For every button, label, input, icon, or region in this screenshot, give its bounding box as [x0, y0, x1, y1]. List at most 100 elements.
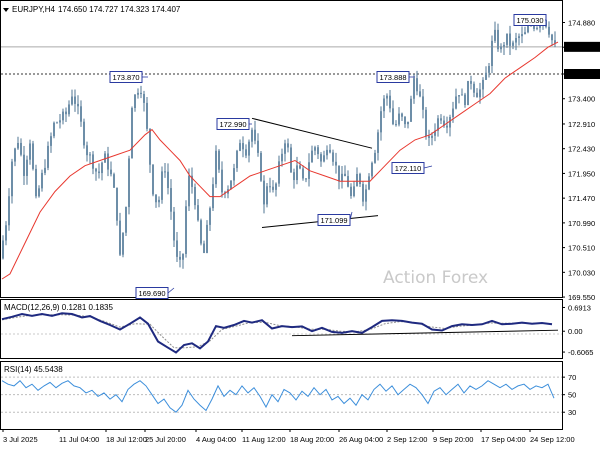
candle-body: [377, 132, 379, 153]
candle-body: [233, 168, 235, 181]
candle: [461, 88, 463, 96]
y-tick-label: 173.880: [568, 70, 595, 79]
y-tick-label: 170.990: [568, 219, 595, 228]
rsi-y-tick-label: 30: [568, 408, 576, 417]
candle: [65, 107, 67, 123]
candle-body: [98, 171, 100, 174]
candle: [161, 166, 163, 204]
candle-body: [230, 180, 232, 190]
candle: [47, 141, 49, 171]
candle: [299, 161, 301, 170]
candle-body: [257, 140, 259, 153]
price-level-value: 173.880: [566, 70, 593, 79]
candle: [185, 200, 187, 258]
candle: [218, 149, 220, 173]
candle-body: [209, 208, 211, 225]
candle-body: [497, 29, 499, 50]
candle-body: [110, 169, 112, 175]
candle-body: [41, 172, 43, 189]
candle: [86, 141, 88, 162]
candle-body: [509, 33, 511, 46]
rsi-label: RSI(14) 45.5438: [4, 365, 63, 374]
candle-body: [176, 240, 178, 257]
dropdown-triangle-icon[interactable]: [3, 8, 9, 12]
x-tick-label: 17 Sep 04:00: [481, 435, 526, 444]
candle-body: [518, 36, 520, 39]
candle-body: [389, 95, 391, 109]
candle: [365, 184, 367, 211]
candle: [389, 89, 391, 113]
candle: [521, 26, 523, 44]
symbol-header: EURJPY,H4 174.650 174.727 174.323 174.40…: [3, 5, 181, 14]
candle: [8, 188, 10, 231]
candle: [512, 40, 514, 50]
candle-body: [395, 124, 397, 126]
candle-body: [143, 93, 145, 103]
candle: [392, 100, 394, 126]
candle-body: [500, 46, 502, 50]
candle: [167, 163, 169, 195]
candle-body: [374, 152, 376, 163]
candle-body: [554, 40, 556, 44]
candle-body: [239, 143, 241, 151]
candle: [29, 139, 31, 165]
candle: [20, 138, 22, 157]
candle: [203, 240, 205, 254]
candle: [536, 26, 538, 31]
candle-body: [536, 27, 538, 29]
candle-body: [35, 168, 37, 197]
candle-body: [128, 158, 130, 208]
candle: [242, 136, 244, 158]
macd-y-tick-label: 0.00: [568, 327, 583, 336]
candle: [119, 212, 121, 257]
candle-body: [155, 194, 157, 203]
price-level-tag-bg: [564, 69, 600, 79]
candle: [194, 183, 196, 210]
candle-body: [392, 108, 394, 125]
candle-body: [32, 143, 34, 169]
candle-body: [314, 147, 316, 151]
candle-body: [350, 186, 352, 196]
candle-body: [218, 150, 220, 170]
candle-body: [125, 207, 127, 233]
candle: [305, 177, 307, 183]
candle-body: [452, 108, 454, 118]
candle-body: [425, 109, 427, 137]
candle-body: [398, 113, 400, 125]
x-tick-label: 25 Jul 20:00: [145, 435, 186, 444]
candle-body: [515, 38, 517, 43]
candle-body: [368, 176, 370, 190]
candle: [113, 172, 115, 189]
candle-body: [437, 118, 439, 131]
rsi-line: [1, 379, 555, 413]
candle: [440, 114, 442, 125]
candle: [332, 149, 334, 166]
candle-body: [326, 149, 328, 156]
candle: [386, 93, 388, 106]
candle: [383, 95, 385, 119]
candle: [317, 144, 319, 159]
candle-body: [44, 167, 46, 173]
x-tick-label: 3 Jul 2025: [3, 435, 38, 444]
candle: [398, 107, 400, 127]
y-tick-label: 173.400: [568, 95, 595, 104]
candle: [50, 132, 52, 153]
candle: [287, 138, 289, 153]
candle: [353, 180, 355, 198]
candle: [554, 31, 556, 48]
candle-body: [464, 94, 466, 106]
candle-body: [287, 143, 289, 148]
candle: [413, 74, 415, 104]
candle: [224, 190, 226, 199]
candle-body: [236, 150, 238, 169]
candle-body: [65, 111, 67, 115]
candle-body: [281, 153, 283, 162]
candle-body: [113, 174, 115, 188]
candle: [494, 21, 496, 43]
candle: [485, 66, 487, 81]
candle-body: [245, 149, 247, 156]
candle-body: [440, 118, 442, 121]
candle: [518, 33, 520, 46]
candle-body: [191, 175, 193, 187]
candle-body: [77, 103, 79, 107]
